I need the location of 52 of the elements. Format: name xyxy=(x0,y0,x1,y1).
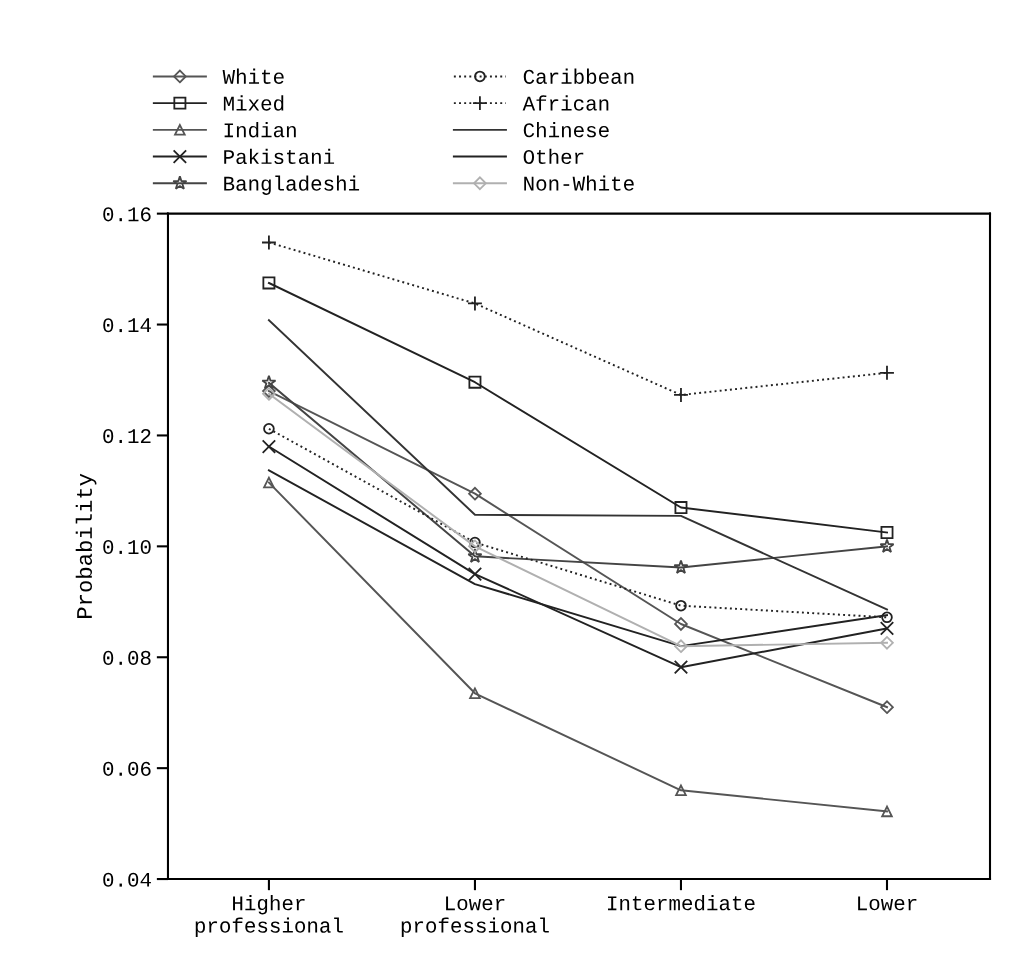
point xyxy=(263,423,275,435)
legend-label: Pakistani xyxy=(224,148,335,165)
y-tick-label: 0.04 xyxy=(103,872,151,887)
point xyxy=(467,295,483,312)
y-tick-label: 0.16 xyxy=(103,207,151,222)
legend-label: Chinese xyxy=(523,122,609,138)
y-tick-label: 0.08 xyxy=(103,650,151,666)
y-axis-title: Probability xyxy=(75,473,97,618)
point xyxy=(879,364,895,381)
point xyxy=(467,548,483,563)
legend-label: Non-White xyxy=(524,175,634,191)
point xyxy=(469,536,481,549)
point xyxy=(674,501,688,514)
x-tick-label: Lower professional xyxy=(401,896,549,937)
legend-label: African xyxy=(522,95,609,111)
point xyxy=(881,611,893,624)
point xyxy=(879,621,895,636)
legend-label: Caribbean xyxy=(523,68,634,84)
point xyxy=(673,387,689,403)
point xyxy=(880,526,894,539)
point xyxy=(674,617,688,631)
point xyxy=(880,700,894,714)
point xyxy=(469,687,481,700)
x-tick-label: Intermediate xyxy=(608,895,755,911)
y-tick-label: 0.10 xyxy=(103,539,151,555)
point xyxy=(675,784,687,797)
legend-label: Mixed xyxy=(223,95,284,111)
y-tick-label: 0.06 xyxy=(103,761,151,776)
point xyxy=(673,559,689,574)
point xyxy=(261,374,277,390)
point xyxy=(468,486,482,501)
point xyxy=(879,538,895,553)
y-tick-label: 0.12 xyxy=(103,429,151,444)
y-tick-label: 0.14 xyxy=(103,318,151,333)
point xyxy=(673,660,689,675)
legend-label: White xyxy=(222,68,284,84)
legend-label: Indian xyxy=(224,122,296,138)
point xyxy=(675,599,687,612)
point xyxy=(881,805,893,818)
point xyxy=(468,539,482,554)
point xyxy=(880,636,894,650)
point xyxy=(261,234,277,251)
point xyxy=(263,476,275,489)
x-tick-label: Higher professional xyxy=(195,895,343,937)
point xyxy=(468,375,482,389)
legend-label: Other xyxy=(523,148,584,165)
point xyxy=(467,566,483,582)
x-tick-label: Lower xyxy=(858,896,917,911)
point xyxy=(261,439,277,454)
legend-label: Bangladeshi xyxy=(224,175,360,195)
point xyxy=(674,639,688,653)
point xyxy=(262,276,276,290)
